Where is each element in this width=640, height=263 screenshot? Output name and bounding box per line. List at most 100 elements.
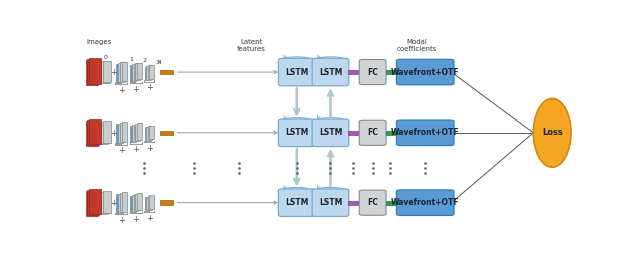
FancyBboxPatch shape [312,189,349,216]
Text: 1: 1 [129,57,133,62]
Text: LSTM: LSTM [285,198,308,207]
FancyBboxPatch shape [396,120,454,146]
FancyBboxPatch shape [278,58,315,86]
FancyBboxPatch shape [150,125,154,139]
FancyBboxPatch shape [101,122,110,143]
Text: +: + [110,68,116,77]
FancyBboxPatch shape [130,65,134,82]
FancyBboxPatch shape [161,70,173,74]
FancyBboxPatch shape [120,123,125,142]
Text: 4: 4 [158,60,162,65]
FancyBboxPatch shape [122,62,127,81]
Text: Wavefront+OTF: Wavefront+OTF [391,128,460,137]
FancyBboxPatch shape [150,195,154,209]
FancyBboxPatch shape [385,131,396,135]
Text: FC: FC [367,68,378,77]
FancyBboxPatch shape [145,67,150,80]
FancyBboxPatch shape [348,201,358,205]
Text: LSTM: LSTM [285,128,308,137]
FancyBboxPatch shape [359,120,386,145]
Text: Loss: Loss [542,128,563,137]
FancyBboxPatch shape [161,200,173,205]
FancyBboxPatch shape [348,131,358,135]
Text: LSTM: LSTM [319,198,342,207]
Text: +: + [118,216,125,225]
FancyBboxPatch shape [137,123,141,140]
Text: Images: Images [86,39,111,45]
Text: FC: FC [367,128,378,137]
Text: 0: 0 [104,54,108,59]
FancyBboxPatch shape [89,58,101,84]
FancyBboxPatch shape [116,124,121,144]
FancyBboxPatch shape [278,189,315,216]
FancyBboxPatch shape [359,59,386,85]
FancyBboxPatch shape [135,63,140,80]
Text: LSTM: LSTM [285,68,308,77]
FancyBboxPatch shape [312,58,349,86]
FancyBboxPatch shape [396,190,454,215]
Text: +: + [146,214,153,223]
FancyBboxPatch shape [118,63,123,82]
FancyBboxPatch shape [348,70,358,74]
FancyBboxPatch shape [135,194,140,210]
Text: +: + [132,145,140,154]
FancyBboxPatch shape [396,59,454,85]
Text: Latent
features: Latent features [237,39,266,52]
FancyBboxPatch shape [148,65,152,79]
FancyBboxPatch shape [120,62,125,82]
FancyBboxPatch shape [89,119,101,144]
FancyBboxPatch shape [100,62,108,83]
FancyBboxPatch shape [101,61,110,83]
FancyBboxPatch shape [86,190,98,216]
FancyBboxPatch shape [312,119,349,146]
FancyBboxPatch shape [130,196,134,212]
FancyBboxPatch shape [385,70,396,74]
FancyBboxPatch shape [120,193,125,212]
FancyBboxPatch shape [134,124,138,141]
FancyBboxPatch shape [147,127,151,140]
FancyBboxPatch shape [100,193,108,214]
FancyBboxPatch shape [103,122,111,143]
FancyBboxPatch shape [385,201,396,205]
Text: +: + [110,199,116,208]
Text: +: + [132,85,140,94]
Text: +: + [146,83,153,92]
FancyBboxPatch shape [118,194,123,213]
FancyBboxPatch shape [278,119,315,146]
FancyBboxPatch shape [137,63,141,79]
FancyBboxPatch shape [148,196,152,210]
Text: LSTM: LSTM [319,68,342,77]
Text: Wavefront+OTF: Wavefront+OTF [391,68,460,77]
FancyBboxPatch shape [86,121,98,146]
FancyBboxPatch shape [150,65,154,79]
Text: LSTM: LSTM [319,128,342,137]
FancyBboxPatch shape [135,124,140,140]
FancyBboxPatch shape [148,126,152,140]
Text: 3: 3 [156,60,159,65]
FancyBboxPatch shape [145,127,150,141]
FancyBboxPatch shape [145,197,150,211]
FancyBboxPatch shape [116,194,121,213]
Text: +: + [132,215,140,224]
FancyBboxPatch shape [103,191,111,213]
FancyBboxPatch shape [132,64,136,81]
FancyBboxPatch shape [122,192,127,212]
FancyBboxPatch shape [134,64,138,80]
Text: +: + [118,86,125,95]
FancyBboxPatch shape [118,124,123,143]
Text: +: + [146,144,153,153]
Text: 2: 2 [143,58,147,63]
FancyBboxPatch shape [359,190,386,215]
FancyBboxPatch shape [132,125,136,142]
Text: +: + [118,146,125,155]
FancyBboxPatch shape [100,123,108,144]
Text: FC: FC [367,198,378,207]
Text: +: + [110,129,116,138]
FancyBboxPatch shape [86,60,98,85]
FancyBboxPatch shape [88,190,99,215]
FancyBboxPatch shape [137,193,141,210]
FancyBboxPatch shape [103,61,111,82]
FancyBboxPatch shape [130,126,134,142]
FancyBboxPatch shape [132,195,136,212]
FancyBboxPatch shape [89,189,101,214]
